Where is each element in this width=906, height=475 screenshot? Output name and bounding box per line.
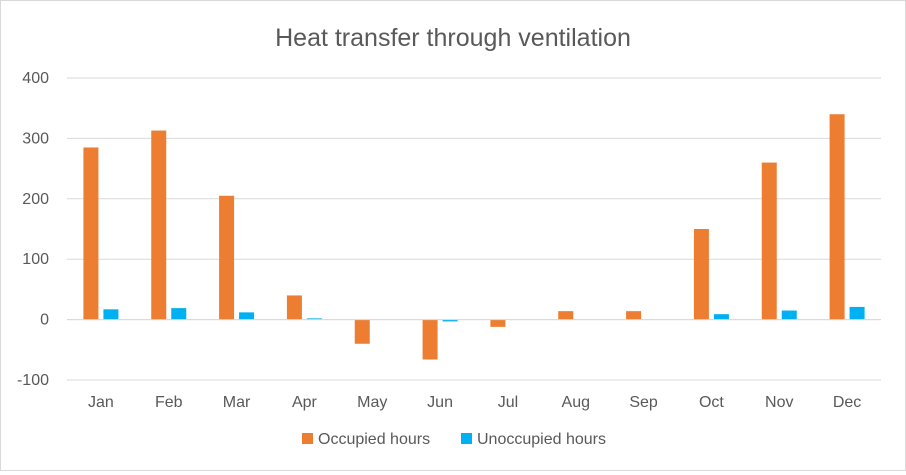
x-tick-label: May <box>357 394 387 411</box>
x-tick-label: Mar <box>223 394 251 411</box>
bars <box>83 114 865 360</box>
x-tick-label: Apr <box>292 394 318 411</box>
x-tick-label: Jan <box>88 394 114 411</box>
legend-label-unoccupied: Unoccupied hours <box>477 431 606 448</box>
y-tick-label: 0 <box>40 312 49 329</box>
bar-unoccupied-jan <box>103 309 119 320</box>
bar-unoccupied-mar <box>239 312 255 320</box>
bar-occupied-sep <box>626 311 642 320</box>
bar-unoccupied-jun <box>442 319 458 322</box>
gridlines <box>67 77 881 381</box>
bar-occupied-nov <box>761 162 777 320</box>
x-tick-label: Feb <box>155 394 183 411</box>
x-tick-label: Dec <box>833 394 861 411</box>
bar-occupied-aug <box>558 311 574 320</box>
bar-unoccupied-oct <box>713 314 729 320</box>
legend-swatch-occupied <box>302 433 313 444</box>
bar-occupied-apr <box>286 295 302 320</box>
y-tick-label: -100 <box>17 372 49 389</box>
bar-occupied-jan <box>83 147 99 320</box>
y-tick-label: 100 <box>22 251 49 268</box>
legend-label-occupied: Occupied hours <box>318 431 430 448</box>
y-tick-label: 200 <box>22 191 49 208</box>
y-axis-ticks: -100 0 100 200 300 400 <box>17 70 49 389</box>
bar-unoccupied-dec <box>849 306 865 320</box>
chart-title: Heat transfer through ventilation <box>275 24 631 52</box>
x-tick-label: Nov <box>765 394 793 411</box>
bar-occupied-dec <box>829 114 845 320</box>
bar-unoccupied-feb <box>171 308 187 320</box>
legend-swatch-unoccupied <box>461 433 472 444</box>
y-tick-label: 300 <box>22 130 49 147</box>
y-tick-label: 400 <box>22 70 49 87</box>
bar-occupied-may <box>354 319 370 344</box>
x-tick-label: Sep <box>629 394 658 411</box>
x-tick-label: Jul <box>498 394 518 411</box>
bar-occupied-jun <box>422 319 438 360</box>
x-tick-label: Jun <box>427 394 453 411</box>
bar-unoccupied-nov <box>781 310 797 320</box>
x-tick-label: Oct <box>699 394 724 411</box>
bar-occupied-mar <box>219 195 235 320</box>
x-tick-label: Aug <box>562 394 590 411</box>
bar-unoccupied-apr <box>306 318 322 320</box>
legend: Occupied hours Unoccupied hours <box>302 431 606 448</box>
bar-occupied-jul <box>490 319 506 327</box>
bar-occupied-feb <box>151 130 167 320</box>
bar-occupied-oct <box>693 229 709 320</box>
x-axis-ticks: Jan Feb Mar Apr May Jun Jul Aug Sep Oct Nov Dec <box>88 394 861 411</box>
